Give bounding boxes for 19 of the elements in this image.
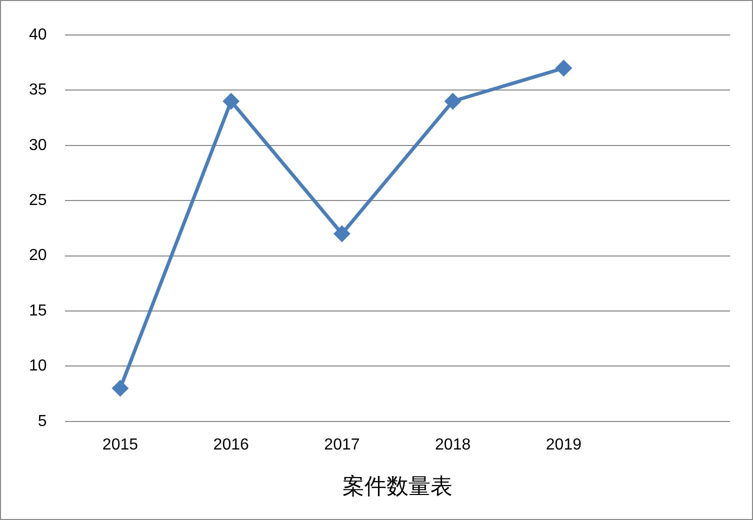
y-tick-label: 20 bbox=[29, 247, 47, 264]
point bbox=[223, 93, 239, 109]
point bbox=[445, 93, 461, 109]
y-tick-label: 30 bbox=[29, 136, 47, 154]
x-axis-title: 案件数量表 bbox=[342, 474, 452, 500]
y-tick-label: 40 bbox=[29, 26, 47, 44]
y-tick-label: 5 bbox=[38, 412, 47, 430]
x-tick-label: 2018 bbox=[435, 436, 471, 454]
y-tick-label: 35 bbox=[29, 82, 47, 99]
y-tick-label: 15 bbox=[29, 302, 47, 320]
point bbox=[112, 380, 128, 396]
y-tick-label: 25 bbox=[29, 192, 47, 210]
point bbox=[334, 226, 350, 242]
y-tick-label: 10 bbox=[29, 358, 47, 375]
point bbox=[556, 60, 572, 76]
x-tick-label: 2017 bbox=[324, 436, 360, 454]
x-tick-label: 2016 bbox=[213, 436, 249, 454]
x-tick-label: 2019 bbox=[546, 436, 582, 454]
x-tick-label: 2015 bbox=[102, 436, 138, 454]
